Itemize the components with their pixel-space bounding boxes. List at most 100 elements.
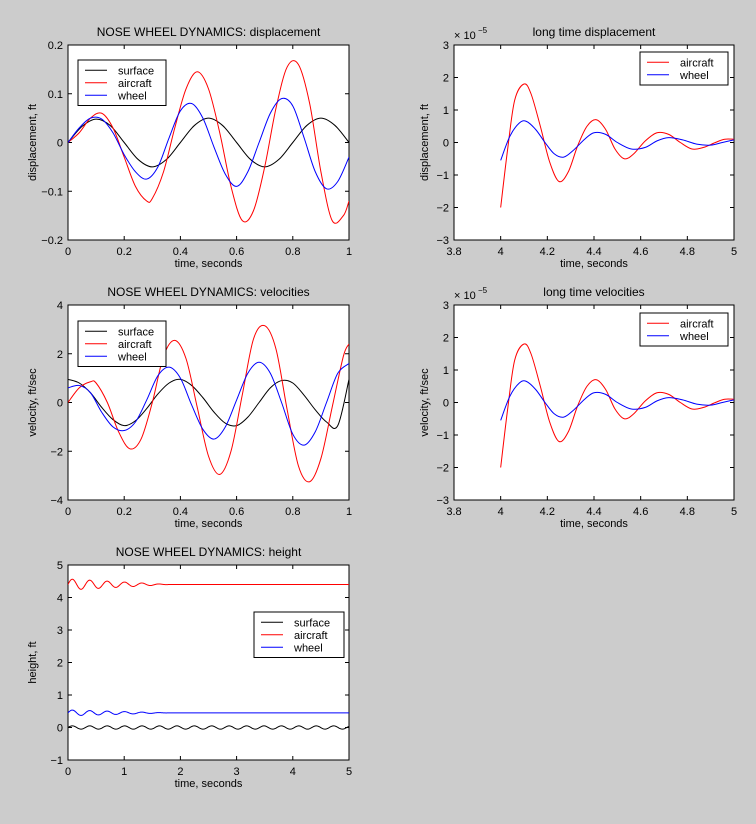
series-line-wheel: [68, 709, 349, 716]
series-line-aircraft: [68, 324, 349, 483]
y-tick-label: −2: [436, 463, 449, 475]
y-tick-label: 3: [57, 625, 63, 637]
chart-title: NOSE WHEEL DYNAMICS: height: [116, 545, 302, 559]
x-tick-label: 0.4: [173, 506, 188, 518]
chart-title: long time displacement: [533, 25, 656, 39]
y-tick-label: 0.1: [48, 89, 63, 101]
legend-entry-wheel: wheel: [679, 331, 709, 343]
y-tick-label: −1: [436, 170, 449, 182]
y-tick-label: 0: [443, 398, 449, 410]
x-tick-label: 3: [234, 766, 240, 778]
x-axis-label: time, seconds: [560, 258, 628, 270]
chart-title: NOSE WHEEL DYNAMICS: velocities: [107, 285, 309, 299]
legend-entry-surface: surface: [294, 617, 330, 629]
x-tick-label: 0.4: [173, 246, 188, 258]
x-tick-label: 2: [177, 766, 183, 778]
series-line-wheel: [68, 97, 349, 190]
x-tick-label: 4.4: [586, 246, 601, 258]
x-tick-label: 0.8: [285, 246, 300, 258]
x-tick-label: 0.2: [117, 246, 132, 258]
y-tick-label: 3: [443, 300, 449, 312]
x-tick-label: 1: [346, 246, 352, 258]
series-line-wheel: [500, 120, 734, 161]
exponent-label: × 10: [454, 30, 476, 42]
x-tick-label: 5: [731, 506, 737, 518]
x-tick-label: 4: [498, 506, 504, 518]
x-tick-label: 0: [65, 506, 71, 518]
y-tick-label: 3: [443, 40, 449, 52]
x-tick-label: 0.8: [285, 506, 300, 518]
y-axis-label: height, ft: [27, 641, 39, 683]
y-tick-label: 0: [57, 138, 63, 150]
series-line-aircraft: [68, 60, 349, 224]
axes-box: [67, 564, 350, 761]
x-tick-label: 4: [498, 246, 504, 258]
y-tick-label: 4: [57, 593, 63, 605]
legend-box: [639, 51, 729, 86]
y-tick-label: 0: [57, 398, 63, 410]
y-tick-label: 2: [57, 658, 63, 670]
x-tick-label: 4.6: [633, 246, 648, 258]
x-tick-label: 4.6: [633, 506, 648, 518]
x-tick-label: 4.8: [680, 246, 695, 258]
legend-entry-wheel: wheel: [117, 90, 147, 102]
x-tick-label: 3.8: [446, 246, 461, 258]
y-tick-label: 0: [57, 723, 63, 735]
y-tick-label: 2: [443, 73, 449, 85]
legend-entry-aircraft: aircraft: [294, 630, 328, 642]
x-tick-label: 1: [121, 766, 127, 778]
x-tick-label: 0.6: [229, 506, 244, 518]
x-axis-label: time, seconds: [175, 778, 243, 790]
y-tick-label: 0.2: [48, 40, 63, 52]
legend-entry-aircraft: aircraft: [680, 318, 714, 330]
legend-entry-surface: surface: [118, 65, 154, 77]
legend-entry-aircraft: aircraft: [118, 78, 152, 90]
y-axis-label: velocity, ft/sec: [27, 368, 39, 437]
y-tick-label: −0.1: [41, 186, 63, 198]
x-axis-label: time, seconds: [560, 518, 628, 530]
legend-entry-aircraft: aircraft: [118, 339, 152, 351]
x-tick-label: 4.8: [680, 506, 695, 518]
x-tick-label: 0.2: [117, 506, 132, 518]
x-tick-label: 0.6: [229, 246, 244, 258]
y-tick-label: 0: [443, 138, 449, 150]
y-tick-label: 4: [57, 300, 63, 312]
chart-title: long time velocities: [543, 285, 644, 299]
longvel-chart: 3.8 4 4.2 4.4 4.6 4.8 5 −3 −2 −1 0 1 2 3 long time vel…: [419, 285, 737, 530]
disp-chart: 0 0.2 0.4 0.6 0.8 1 −0.2 −0.1 0 0.1 0.2 NOSE WHEEL …: [27, 25, 352, 270]
x-tick-label: 4.4: [586, 506, 601, 518]
y-tick-label: 1: [57, 690, 63, 702]
x-tick-label: 4.2: [540, 246, 555, 258]
series-line-wheel: [68, 361, 349, 446]
y-tick-label: −2: [436, 203, 449, 215]
y-axis-label: velocity, ft/sec: [419, 368, 431, 437]
legend-entry-wheel: wheel: [117, 351, 147, 363]
legend-entry-surface: surface: [118, 326, 154, 338]
x-tick-label: 1: [346, 506, 352, 518]
x-axis-label: time, seconds: [175, 258, 243, 270]
legend-entry-wheel: wheel: [293, 642, 323, 654]
legend-entry-aircraft: aircraft: [680, 57, 714, 69]
series-line-aircraft: [500, 343, 734, 468]
y-tick-label: 5: [57, 560, 63, 572]
x-tick-label: 0: [65, 246, 71, 258]
y-axis-label: displacement, ft: [419, 104, 431, 181]
y-tick-label: −3: [436, 235, 449, 247]
y-tick-label: 1: [443, 365, 449, 377]
x-tick-label: 0: [65, 766, 71, 778]
x-tick-label: 3.8: [446, 506, 461, 518]
x-tick-label: 5: [731, 246, 737, 258]
legend-entry-wheel: wheel: [679, 70, 709, 82]
exponent-power: −5: [478, 26, 488, 35]
series-line-surface: [68, 725, 349, 730]
exponent-label: × 10: [454, 290, 476, 302]
series-line-aircraft: [68, 578, 349, 590]
legend-box: [639, 312, 729, 347]
y-tick-label: −4: [50, 495, 63, 507]
